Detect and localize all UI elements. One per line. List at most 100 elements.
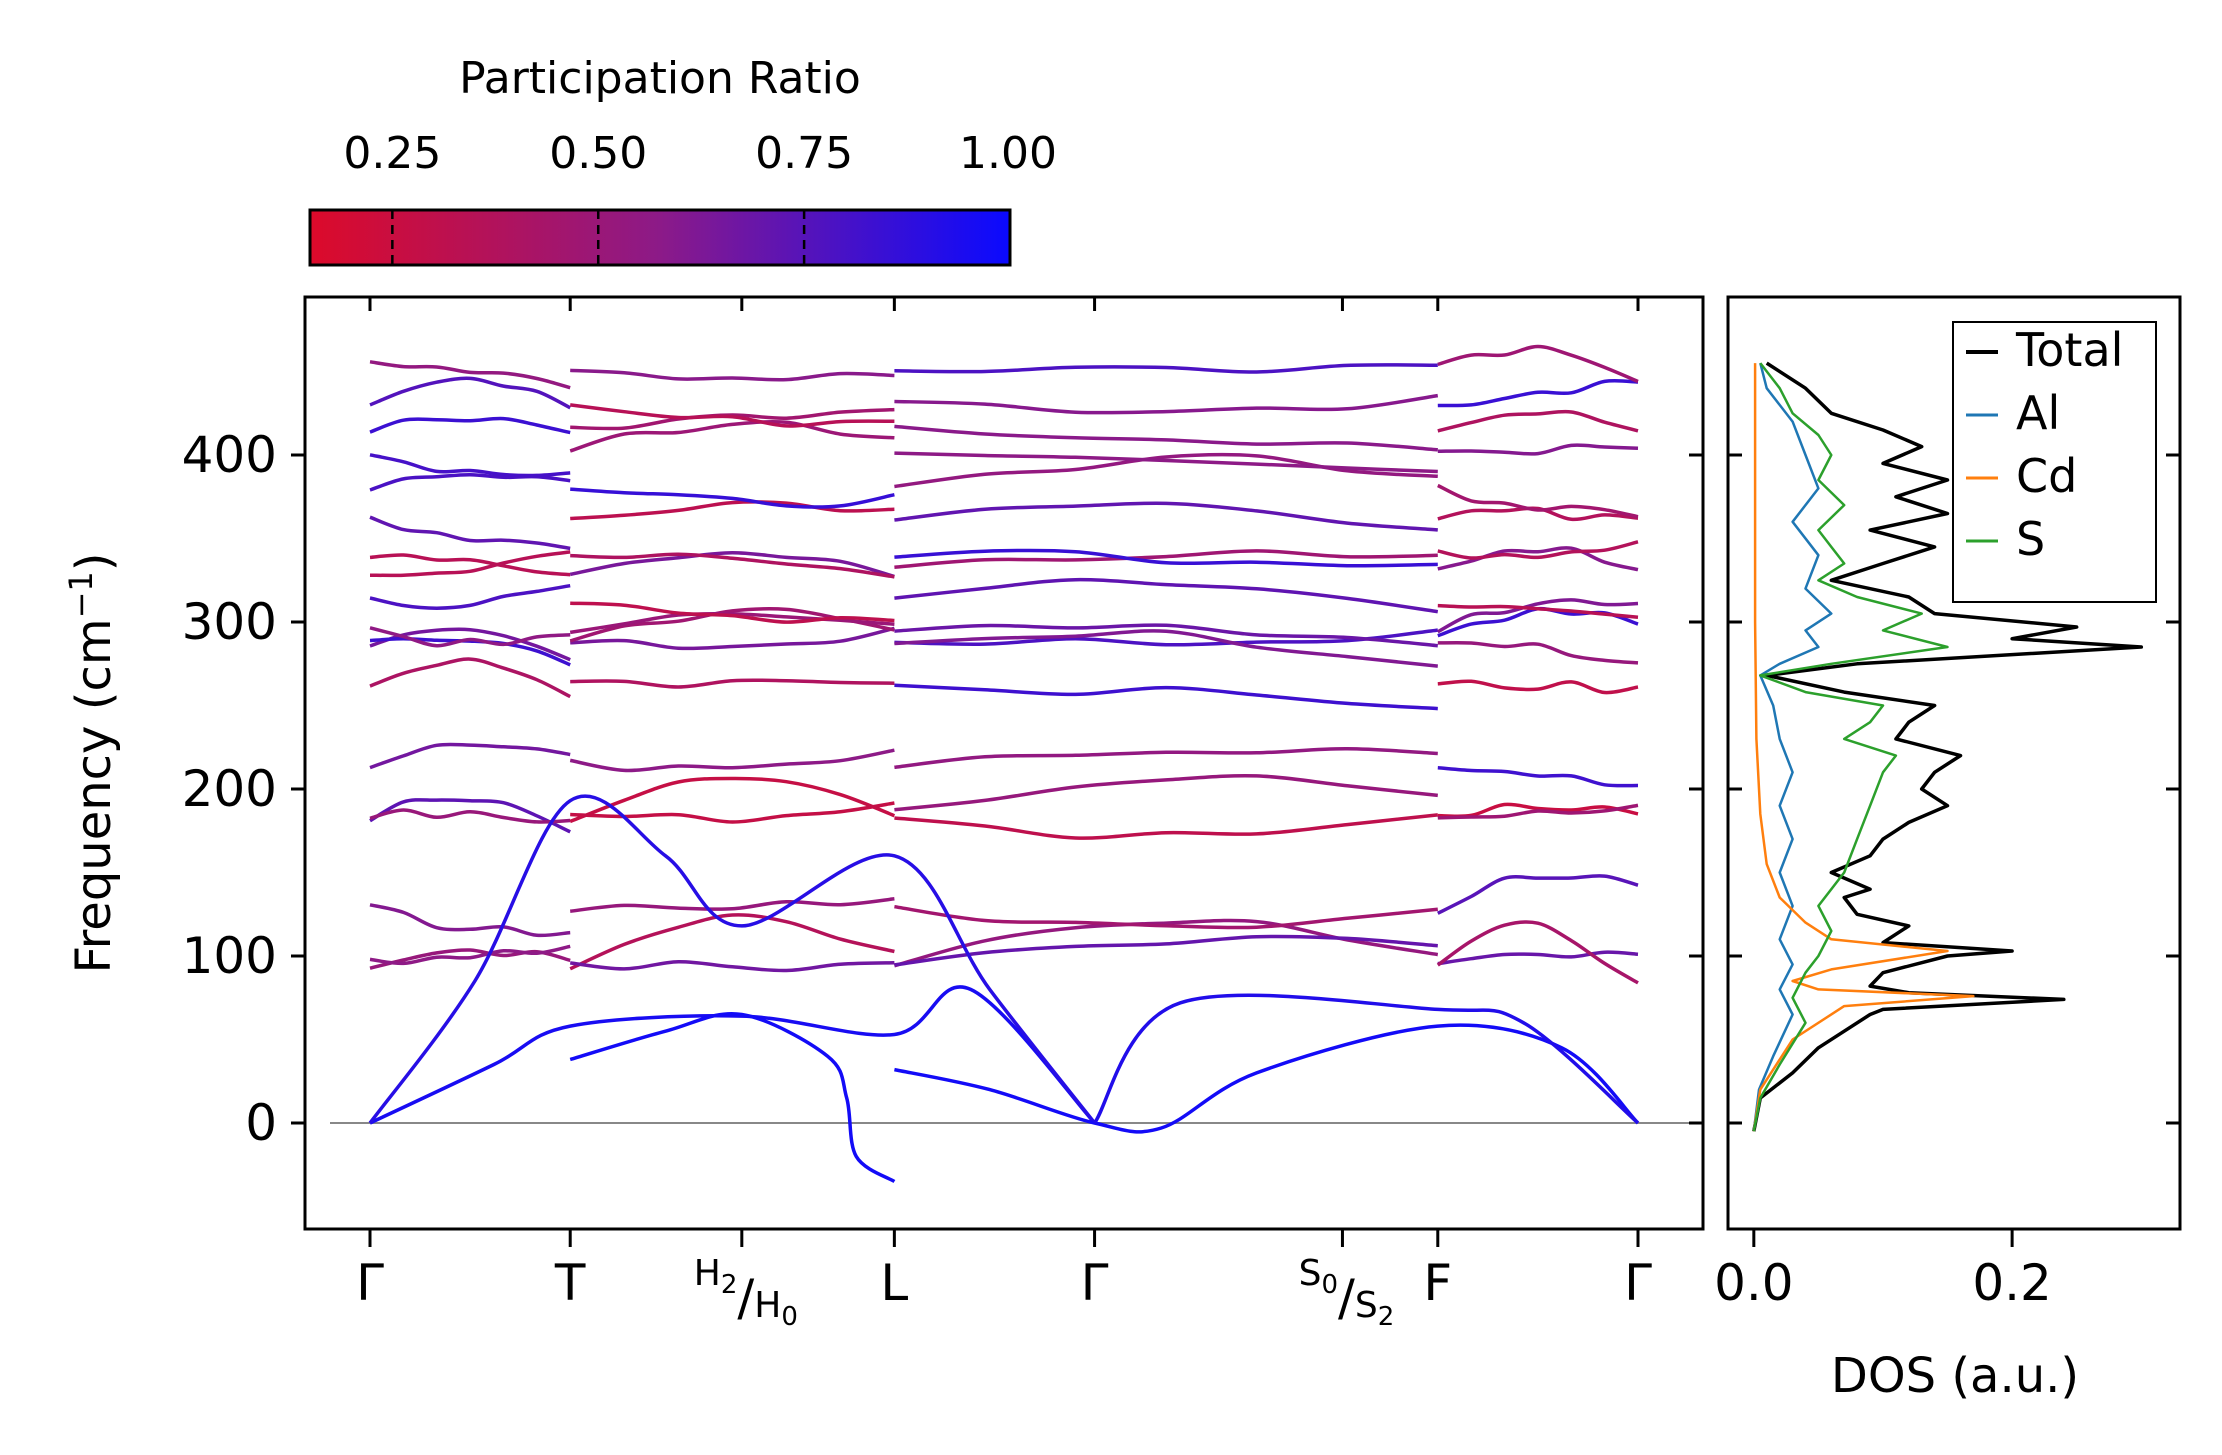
dos-xtick-label: 0.2 [1972, 1254, 2052, 1312]
dos-panel: 0.0 0.2 DOS (a.u.) Total Al Cd S [1714, 295, 2182, 1404]
optical-branch [570, 678, 895, 689]
optical-branch [894, 451, 1438, 474]
dos-series-s [1752, 362, 1949, 1132]
acoustic-branch [368, 794, 1096, 1125]
optical-branch [369, 637, 571, 667]
kpoint-label: F [1423, 1254, 1452, 1312]
optical-branch [1437, 950, 1639, 966]
optical-branch [369, 627, 571, 662]
optical-branch [369, 453, 571, 478]
colorbar: Participation Ratio 0.25 0.50 0.75 1.00 [308, 53, 1057, 267]
optical-branch [1437, 443, 1639, 456]
band-ytick-label: 100 [182, 927, 277, 985]
optical-branch [569, 776, 896, 824]
optical-branch [369, 742, 571, 770]
dos-axis-ticks: 0.0 0.2 [1714, 453, 2180, 1312]
kpoint-label: H2/H0 [694, 1253, 798, 1332]
kpoint-label: T [554, 1254, 586, 1312]
optical-branch [1437, 640, 1639, 665]
colorbar-tick-label: 0.50 [549, 128, 647, 179]
optical-branch [569, 748, 895, 773]
colorbar-title: Participation Ratio [459, 53, 861, 104]
optical-branch [1437, 546, 1639, 572]
dos-series-cd [1752, 363, 1975, 1132]
legend-label: Total [2015, 323, 2123, 377]
optical-branch [369, 515, 571, 551]
acoustic-branch [1093, 993, 1640, 1125]
kpoint-label: Γ [356, 1254, 384, 1312]
optical-branch [369, 808, 571, 824]
optical-branch [894, 363, 1438, 374]
optical-branch [1437, 344, 1639, 384]
kpoint-label: Γ [1081, 1254, 1109, 1312]
optical-branch [369, 360, 571, 390]
band-ytick-label: 200 [182, 760, 277, 818]
optical-branch [569, 419, 895, 453]
band-axes-frame [303, 295, 1705, 1231]
optical-branch [894, 628, 1438, 647]
dos-lines [1752, 361, 2144, 1132]
optical-branch [369, 583, 571, 610]
legend-label: Al [2016, 386, 2060, 440]
optical-branch [894, 904, 1438, 930]
optical-branch [894, 934, 1438, 967]
band-structure-panel: 0 100 200 300 400 Γ T H2/H0 L Γ S0/S2 F Γ Frequency … [62, 295, 1705, 1332]
optical-branch [894, 393, 1439, 415]
colorbar-tick-label: 1.00 [959, 128, 1057, 179]
optical-branch [570, 368, 895, 382]
colorbar-gradient [308, 208, 1012, 267]
optical-branch [569, 913, 895, 971]
dos-series-total [1752, 361, 2144, 1132]
optical-branch [1436, 920, 1639, 985]
band-ytick-label: 0 [245, 1094, 277, 1152]
optical-branch [569, 959, 895, 973]
optical-branch [369, 657, 571, 699]
kpoint-label: Γ [1624, 1254, 1652, 1312]
optical-branch [569, 550, 895, 579]
optical-branch [894, 629, 1438, 668]
optical-branch [569, 403, 895, 428]
optical-branch [1436, 598, 1639, 634]
optical-branch [369, 416, 571, 435]
dos-axes-frame [1726, 295, 2182, 1231]
band-ylabel: Frequency (cm−1) [62, 552, 122, 973]
optical-branch [369, 550, 571, 578]
acoustic-branch [369, 985, 1096, 1125]
optical-branch [1437, 409, 1639, 433]
band-axis-ticks: 0 100 200 300 400 Γ T H2/H0 L Γ S0/S2 F Γ [182, 297, 1703, 1332]
optical-branch [894, 501, 1438, 532]
colorbar-tick-label: 0.25 [343, 128, 441, 179]
optical-branch [894, 577, 1439, 614]
optical-branch [894, 452, 1438, 489]
optical-branch [894, 813, 1438, 840]
dos-series-al [1752, 362, 1833, 1132]
optical-branch [369, 944, 571, 966]
optical-branch [894, 747, 1438, 770]
optical-branch [570, 601, 895, 624]
legend-label: S [2016, 512, 2045, 566]
band-ytick-label: 400 [182, 426, 277, 484]
dos-xtick-label: 0.0 [1714, 1254, 1794, 1312]
optical-branch [369, 553, 571, 577]
dos-legend: Total Al Cd S [1952, 321, 2157, 603]
optical-branch [1437, 540, 1639, 560]
optical-branch [894, 424, 1438, 452]
optical-branch [570, 500, 895, 521]
optical-branch [1437, 874, 1639, 915]
colorbar-tick-label: 0.75 [755, 128, 853, 179]
optical-branch [570, 487, 895, 509]
optical-branch [1437, 603, 1639, 620]
optical-branch [894, 623, 1438, 648]
band-lines [330, 344, 1703, 1184]
optical-branch [570, 552, 895, 579]
colorbar-ticks: 0.25 0.50 0.75 1.00 [343, 128, 1057, 265]
optical-branch [1437, 483, 1639, 519]
optical-branch [570, 626, 895, 651]
optical-branch [1437, 679, 1639, 695]
dos-xlabel: DOS (a.u.) [1831, 1348, 2079, 1404]
optical-branch [1437, 766, 1639, 788]
optical-branch [570, 897, 895, 913]
legend-label: Cd [2016, 449, 2077, 503]
optical-branch [369, 626, 571, 648]
